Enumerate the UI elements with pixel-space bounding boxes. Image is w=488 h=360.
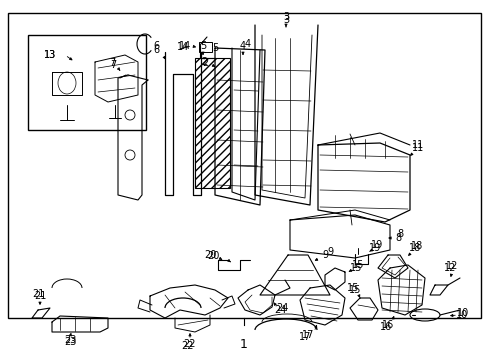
Text: 8: 8 bbox=[394, 233, 400, 243]
Text: 14: 14 bbox=[179, 41, 191, 51]
Text: 11: 11 bbox=[411, 140, 423, 150]
Text: 15: 15 bbox=[348, 285, 361, 295]
Text: 9: 9 bbox=[321, 250, 327, 260]
Bar bbox=[199, 42, 212, 52]
Text: 9: 9 bbox=[326, 247, 332, 257]
Text: 11: 11 bbox=[411, 143, 423, 153]
Text: 21: 21 bbox=[32, 289, 44, 299]
Bar bbox=[195, 58, 229, 188]
Text: 4: 4 bbox=[240, 41, 245, 51]
Text: 15: 15 bbox=[351, 260, 364, 270]
Text: 24: 24 bbox=[273, 305, 285, 315]
Text: 12: 12 bbox=[443, 263, 455, 273]
Text: 19: 19 bbox=[370, 240, 382, 250]
Text: 22: 22 bbox=[183, 339, 196, 349]
Text: 3: 3 bbox=[283, 12, 288, 22]
Text: 20: 20 bbox=[203, 250, 216, 260]
Text: 1: 1 bbox=[240, 338, 247, 351]
Text: 2: 2 bbox=[201, 57, 207, 67]
Text: 13: 13 bbox=[44, 50, 56, 60]
Text: 5: 5 bbox=[200, 41, 206, 51]
Text: 5: 5 bbox=[211, 43, 218, 53]
Text: 4: 4 bbox=[244, 39, 250, 49]
Text: 17: 17 bbox=[298, 332, 310, 342]
Text: 18: 18 bbox=[410, 241, 422, 251]
Text: 14: 14 bbox=[177, 42, 189, 52]
Text: 23: 23 bbox=[63, 335, 76, 345]
Text: 6: 6 bbox=[153, 45, 159, 55]
Text: 10: 10 bbox=[456, 308, 468, 318]
Text: 12: 12 bbox=[445, 261, 457, 271]
Text: 6: 6 bbox=[153, 41, 159, 51]
Text: 24: 24 bbox=[275, 303, 287, 313]
Bar bbox=[8, 13, 480, 318]
Text: 15: 15 bbox=[346, 283, 359, 293]
Text: 2: 2 bbox=[202, 58, 208, 68]
Text: 3: 3 bbox=[283, 15, 288, 25]
Bar bbox=[28, 35, 146, 130]
Text: 17: 17 bbox=[301, 330, 314, 340]
Text: 15: 15 bbox=[349, 263, 362, 273]
Text: 7: 7 bbox=[110, 60, 116, 70]
Text: 19: 19 bbox=[368, 243, 380, 253]
Text: 8: 8 bbox=[396, 229, 402, 239]
Text: 18: 18 bbox=[408, 243, 420, 253]
Text: 16: 16 bbox=[381, 320, 393, 330]
Text: 20: 20 bbox=[206, 251, 219, 261]
Text: 23: 23 bbox=[63, 337, 76, 347]
Text: 16: 16 bbox=[379, 322, 391, 332]
Text: 10: 10 bbox=[455, 310, 467, 320]
Text: 7: 7 bbox=[109, 58, 115, 68]
Text: 13: 13 bbox=[44, 50, 56, 60]
Text: 21: 21 bbox=[34, 291, 46, 301]
Text: 22: 22 bbox=[182, 341, 194, 351]
